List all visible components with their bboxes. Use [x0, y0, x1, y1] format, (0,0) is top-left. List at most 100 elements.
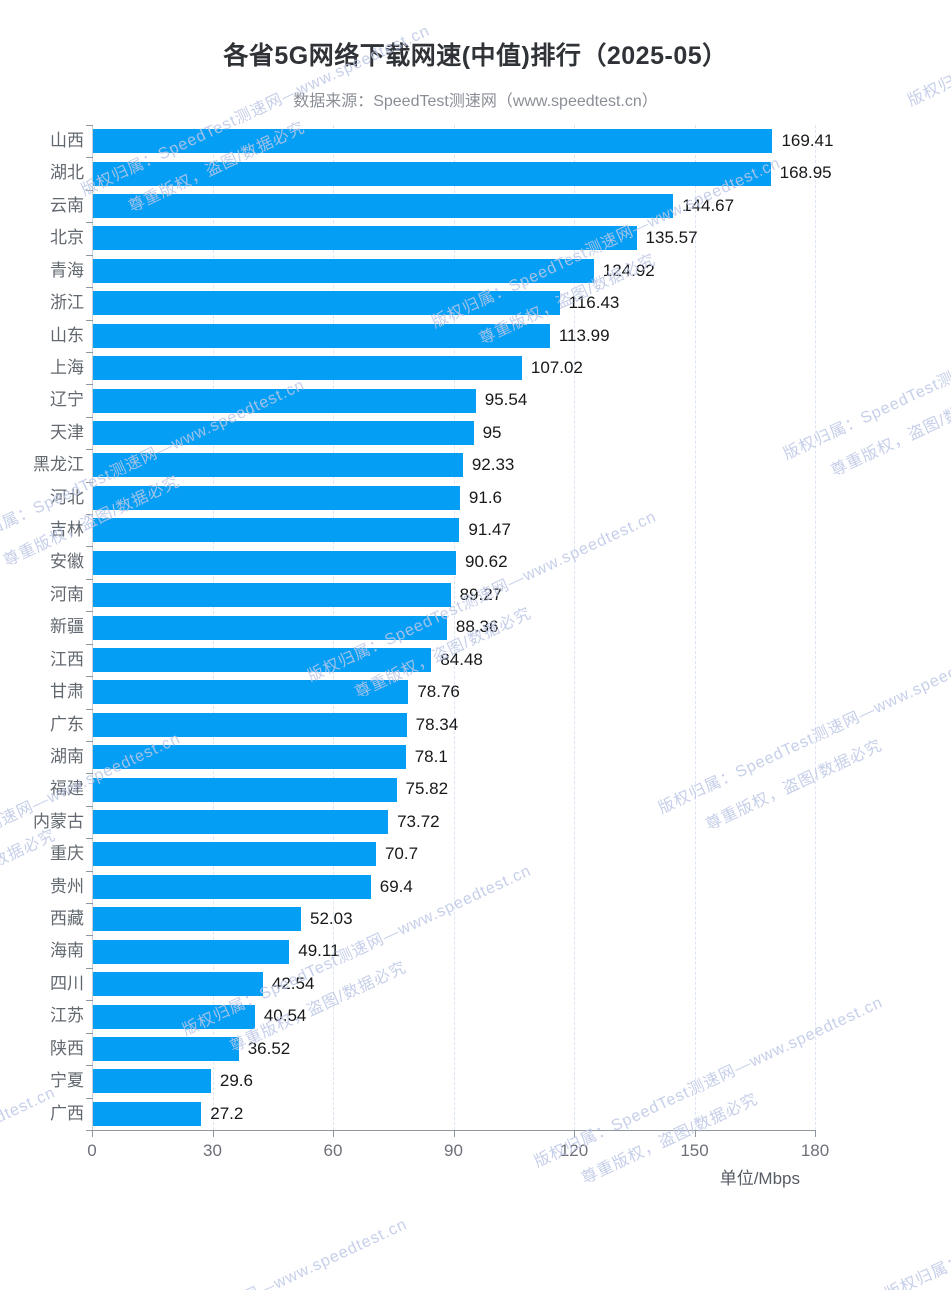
y-axis-tick [86, 351, 93, 353]
y-axis-tick [86, 1065, 93, 1067]
y-axis-tick [86, 935, 93, 937]
bar-value-label: 95 [482, 422, 502, 442]
bar-value-label: 89.27 [459, 584, 503, 604]
y-axis-tick [86, 773, 93, 775]
bar [93, 842, 376, 867]
y-axis-label: 新疆 [50, 617, 84, 637]
y-axis-label: 陕西 [50, 1038, 84, 1058]
bar [93, 485, 460, 510]
x-tick-label: 180 [800, 1141, 830, 1160]
y-axis-tick [86, 189, 93, 191]
y-axis-tick [86, 1097, 93, 1099]
bar [93, 712, 407, 737]
bar [93, 907, 301, 932]
y-axis-label: 福建 [50, 779, 84, 799]
bar-value-label: 73.72 [397, 811, 440, 831]
bar-value-label: 70.7 [384, 844, 419, 864]
y-axis-label: 内蒙古 [33, 811, 84, 831]
bar [93, 745, 406, 770]
y-axis-tick [86, 578, 93, 580]
x-gridline [694, 125, 696, 1130]
y-axis-tick [86, 870, 93, 872]
y-axis-tick [86, 481, 93, 483]
y-axis-label: 天津 [50, 422, 84, 442]
bar-value-label: 91.47 [468, 520, 511, 540]
x-axis-tick [815, 1131, 816, 1137]
y-axis-label: 宁夏 [50, 1071, 84, 1091]
y-axis-label: 贵州 [50, 876, 84, 896]
x-tick-label: 0 [87, 1141, 97, 1160]
bar-value-label: 113.99 [558, 325, 610, 345]
x-axis-line [92, 1130, 816, 1131]
bar-value-label: 124.92 [602, 260, 655, 280]
bar [93, 874, 371, 899]
bar-value-label: 84.48 [440, 649, 483, 669]
y-axis-tick [86, 967, 93, 969]
bar-value-label: 78.1 [414, 746, 448, 766]
y-axis-tick [86, 416, 93, 418]
y-axis-label: 四川 [50, 973, 84, 993]
bar-value-label: 49.11 [298, 941, 340, 961]
x-tick-label: 90 [444, 1141, 463, 1160]
y-axis-tick [86, 546, 93, 548]
y-axis-tick [86, 449, 93, 451]
y-axis-label: 上海 [50, 357, 84, 377]
y-axis-tick [86, 1130, 93, 1131]
bar [93, 550, 456, 575]
bar [93, 388, 476, 413]
bar [93, 810, 389, 835]
bar-value-label: 42.54 [271, 973, 315, 993]
y-axis-tick [86, 611, 93, 613]
x-axis-tick [333, 1131, 334, 1137]
x-axis-tick [212, 1131, 214, 1137]
y-axis-label: 河南 [50, 584, 84, 604]
y-axis-label: 黑龙江 [33, 455, 84, 475]
y-axis-tick [86, 838, 93, 840]
bar [93, 583, 451, 608]
y-axis-label: 安徽 [50, 552, 84, 572]
bar-value-label: 107.02 [530, 357, 583, 377]
y-axis-label: 云南 [50, 195, 84, 215]
bar [93, 161, 771, 186]
y-axis-label: 广东 [50, 714, 84, 734]
bar [93, 194, 674, 219]
bar-value-label: 169.41 [781, 131, 834, 150]
bar-value-label: 116.43 [568, 293, 620, 313]
bar-value-label: 52.03 [309, 909, 353, 929]
y-axis-tick [86, 384, 93, 386]
bar [93, 615, 447, 640]
bar [93, 1036, 239, 1061]
y-axis-label: 甘肃 [50, 682, 84, 702]
bar-value-label: 75.82 [405, 779, 449, 799]
x-axis-tick [92, 1131, 93, 1137]
y-axis-tick [86, 319, 93, 321]
x-gridline [574, 125, 575, 1130]
y-axis-tick [86, 740, 93, 742]
y-axis-tick [86, 708, 93, 710]
y-axis-tick [86, 157, 93, 159]
y-axis-label: 西藏 [50, 909, 84, 929]
y-axis-label: 广西 [50, 1103, 84, 1123]
x-axis-name: 单位/Mbps [719, 1169, 800, 1188]
bar-value-label: 36.52 [247, 1038, 291, 1058]
bar-value-label: 144.67 [682, 195, 735, 215]
bar-value-label: 95.54 [484, 390, 528, 410]
bar [93, 291, 560, 316]
y-axis-label: 湖北 [50, 163, 84, 183]
x-axis-tick [574, 1131, 575, 1137]
y-axis-tick [86, 805, 93, 807]
bar-value-label: 91.6 [468, 487, 503, 507]
bar [93, 1004, 255, 1029]
bar [93, 356, 522, 381]
bar-value-label: 27.2 [210, 1103, 244, 1123]
y-axis-tick [86, 514, 93, 516]
y-axis-label: 江西 [50, 649, 84, 669]
bar-value-label: 90.62 [464, 552, 508, 572]
y-axis-label: 山西 [50, 131, 84, 150]
bar-value-label: 78.34 [415, 714, 459, 734]
y-axis-label: 湖南 [50, 746, 84, 766]
bar [93, 226, 637, 251]
x-tick-label: 120 [559, 1141, 589, 1160]
bar [93, 129, 773, 154]
